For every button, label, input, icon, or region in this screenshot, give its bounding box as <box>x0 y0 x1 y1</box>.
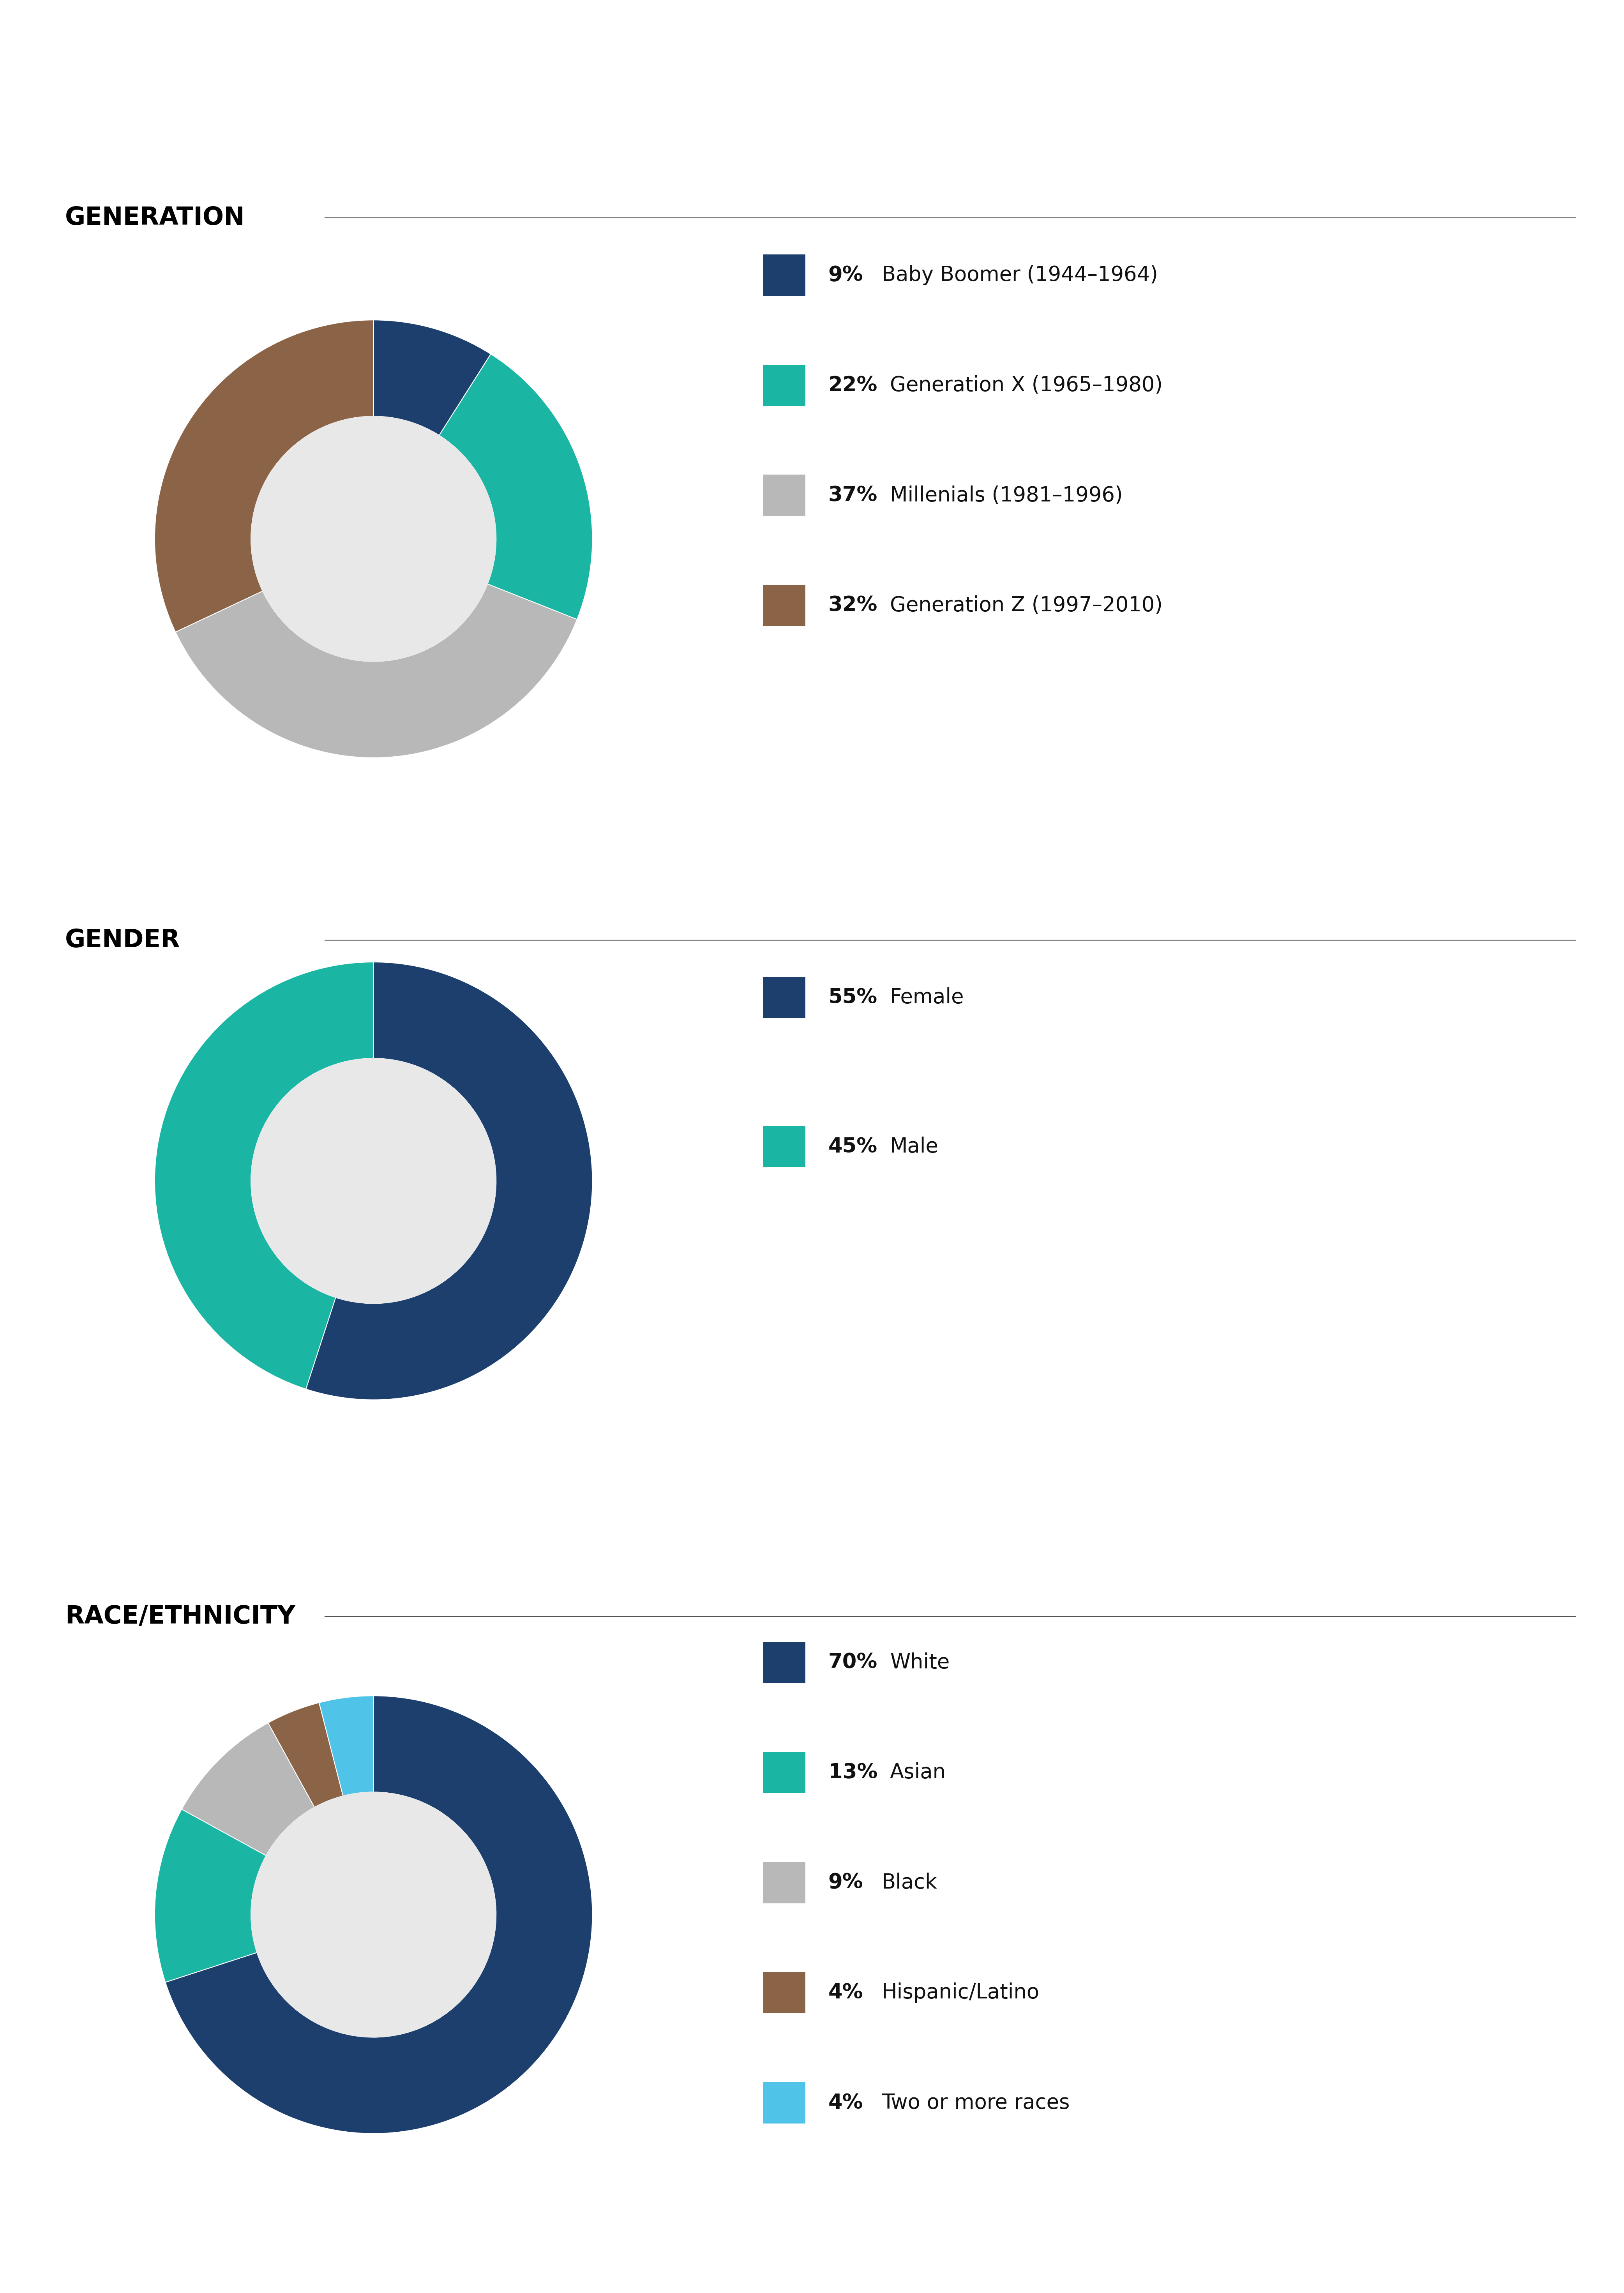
Text: White: White <box>890 1653 950 1672</box>
Text: Generation X (1965–1980): Generation X (1965–1980) <box>890 376 1163 394</box>
Text: 4%: 4% <box>828 1983 862 2002</box>
Text: GENDER: GENDER <box>65 929 180 952</box>
Wedge shape <box>268 1704 343 1807</box>
Text: 32%: 32% <box>828 596 877 615</box>
Wedge shape <box>166 1697 593 2132</box>
Text: GENERATION: GENERATION <box>65 206 245 229</box>
Text: Millenials (1981–1996): Millenials (1981–1996) <box>890 486 1122 504</box>
Text: 9%: 9% <box>828 1873 864 1892</box>
Text: 9%: 9% <box>828 266 864 284</box>
Text: Generation Z (1997–2010): Generation Z (1997–2010) <box>890 596 1163 615</box>
Text: Female: Female <box>890 988 965 1007</box>
Text: Hispanic/Latino: Hispanic/Latino <box>882 1983 1039 2002</box>
Wedge shape <box>154 1809 266 1981</box>
Wedge shape <box>154 321 374 633</box>
Wedge shape <box>374 321 490 436</box>
Wedge shape <box>438 353 593 619</box>
Wedge shape <box>305 963 593 1399</box>
Text: Baby Boomer (1944–1964): Baby Boomer (1944–1964) <box>882 266 1158 284</box>
Text: Black: Black <box>882 1873 937 1892</box>
Text: RACE/ETHNICITY: RACE/ETHNICITY <box>65 1605 296 1628</box>
Text: 45%: 45% <box>828 1137 877 1156</box>
Text: 4%: 4% <box>828 2094 862 2112</box>
Text: Male: Male <box>890 1137 939 1156</box>
Wedge shape <box>175 585 577 757</box>
Circle shape <box>252 1793 495 2036</box>
Circle shape <box>252 417 495 660</box>
Text: Asian: Asian <box>890 1763 947 1782</box>
Wedge shape <box>318 1697 374 1795</box>
Wedge shape <box>154 963 374 1390</box>
Circle shape <box>252 1059 495 1302</box>
Text: Two or more races: Two or more races <box>882 2094 1070 2112</box>
Text: 13%: 13% <box>828 1763 877 1782</box>
Text: 37%: 37% <box>828 486 877 504</box>
Text: 22%: 22% <box>828 376 877 394</box>
Text: 70%: 70% <box>828 1653 877 1672</box>
Wedge shape <box>182 1722 315 1855</box>
Text: 55%: 55% <box>828 988 877 1007</box>
